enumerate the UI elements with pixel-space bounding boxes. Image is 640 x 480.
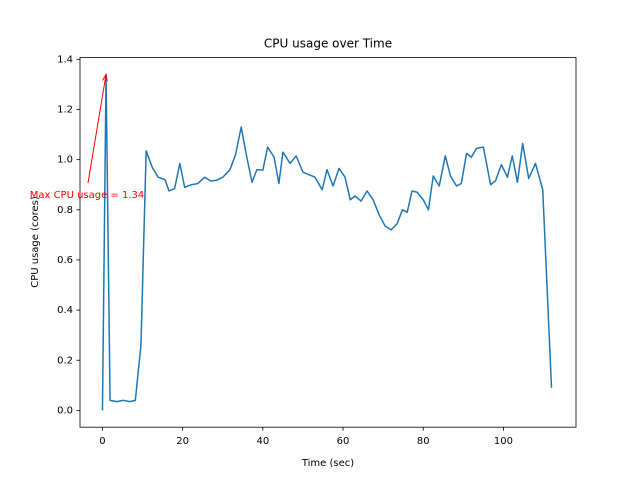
annotation: Max CPU usage = 1.34 — [30, 190, 145, 201]
x-tick-label: 80 — [417, 436, 430, 447]
data-line — [101, 73, 553, 411]
x-tick-label: 40 — [256, 436, 269, 447]
y-tick-label: 0.0 — [57, 405, 73, 416]
x-tick-label: 60 — [337, 436, 350, 447]
x-tick-label: 100 — [494, 436, 513, 447]
annotation-arrow — [87, 74, 107, 184]
x-tick-label: 20 — [176, 436, 189, 447]
y-tick-label: 0.6 — [57, 255, 73, 266]
y-tick-label: 1.0 — [57, 155, 73, 166]
y-axis-label: CPU usage (cores) — [30, 196, 41, 288]
x-axis-label: Time (sec) — [301, 458, 354, 469]
y-tick-label: 1.4 — [57, 54, 73, 65]
y-tick-label: 1.2 — [57, 105, 73, 116]
plot-frame — [79, 57, 577, 428]
chart-title: CPU usage over Time — [264, 37, 392, 51]
annotation-arrowhead — [102, 72, 108, 82]
y-tick-label: 0.4 — [57, 305, 73, 316]
y-tick-label: 0.8 — [57, 205, 73, 216]
y-tick-label: 0.2 — [57, 355, 73, 366]
x-tick-label: 0 — [99, 436, 105, 447]
